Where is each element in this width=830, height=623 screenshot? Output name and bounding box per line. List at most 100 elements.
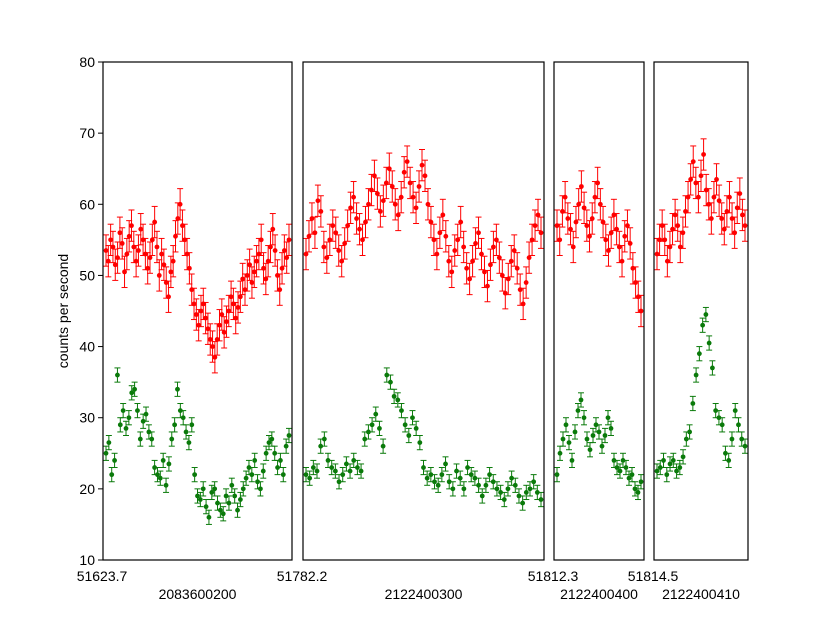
data-point xyxy=(172,422,178,428)
data-point xyxy=(690,159,696,165)
data-point xyxy=(395,212,401,218)
data-point xyxy=(117,230,123,236)
data-point xyxy=(557,450,563,456)
data-point xyxy=(343,461,349,467)
data-point xyxy=(576,201,582,207)
data-point xyxy=(157,475,163,481)
y-tick-label: 60 xyxy=(79,196,95,212)
data-point xyxy=(115,255,120,261)
data-point xyxy=(688,176,694,182)
data-point xyxy=(283,443,289,449)
data-point xyxy=(306,233,312,239)
data-point xyxy=(443,461,448,467)
data-point xyxy=(455,237,461,243)
data-point xyxy=(226,500,232,506)
data-point xyxy=(421,465,426,470)
data-point xyxy=(183,429,189,435)
obs-id-label: 2122400300 xyxy=(385,586,463,602)
data-point xyxy=(286,433,292,438)
data-point xyxy=(432,479,437,485)
data-point xyxy=(599,443,605,449)
data-point xyxy=(742,223,748,229)
data-point xyxy=(380,443,386,449)
data-point xyxy=(627,241,633,246)
data-point xyxy=(249,280,255,285)
data-point xyxy=(186,265,192,271)
data-point xyxy=(123,425,129,431)
data-point xyxy=(498,490,504,495)
data-point xyxy=(626,475,632,481)
data-point xyxy=(729,436,735,442)
data-point xyxy=(252,458,258,463)
data-point xyxy=(483,482,489,488)
data-point xyxy=(161,262,167,268)
data-point xyxy=(690,401,696,406)
data-point xyxy=(454,468,459,474)
data-point xyxy=(723,450,728,456)
data-point xyxy=(698,173,704,179)
data-point xyxy=(573,219,579,225)
data-point xyxy=(132,386,137,392)
data-point xyxy=(380,198,386,204)
data-point xyxy=(600,219,606,225)
data-point xyxy=(736,422,741,428)
data-point xyxy=(268,244,273,250)
data-point xyxy=(465,465,470,470)
data-point xyxy=(532,223,538,229)
data-point xyxy=(373,411,379,417)
data-point xyxy=(384,372,390,378)
data-point xyxy=(505,486,511,492)
data-point xyxy=(166,461,172,467)
data-point xyxy=(680,230,686,236)
data-point xyxy=(719,216,725,221)
data-point xyxy=(605,415,611,421)
data-point xyxy=(661,458,666,463)
panel-frame xyxy=(102,61,293,561)
data-point xyxy=(635,490,641,495)
data-point xyxy=(314,468,320,474)
data-point xyxy=(737,191,743,197)
data-point xyxy=(638,479,644,485)
data-point xyxy=(419,162,425,168)
data-point xyxy=(366,429,371,435)
data-point xyxy=(739,436,745,442)
data-point xyxy=(670,458,676,463)
data-point xyxy=(711,194,717,200)
data-point xyxy=(569,458,575,463)
y-axis-title: counts per second xyxy=(55,254,71,368)
data-point xyxy=(565,216,571,221)
data-point xyxy=(138,226,144,232)
data-point xyxy=(572,429,578,435)
data-point xyxy=(280,472,286,478)
data-point xyxy=(377,425,382,431)
data-point xyxy=(173,233,178,239)
data-point xyxy=(468,472,474,478)
data-point xyxy=(369,422,375,428)
data-point xyxy=(110,244,116,250)
data-point xyxy=(721,226,727,232)
data-point xyxy=(638,308,644,314)
data-point xyxy=(147,255,153,261)
data-point xyxy=(472,475,478,481)
data-point xyxy=(347,468,353,474)
data-point xyxy=(501,497,507,502)
data-point xyxy=(270,226,276,232)
data-point xyxy=(619,258,625,264)
data-point xyxy=(470,258,475,264)
data-point xyxy=(625,223,630,229)
data-point xyxy=(357,226,362,232)
data-point xyxy=(629,472,635,478)
data-point xyxy=(520,500,526,506)
data-point xyxy=(233,315,239,321)
data-point xyxy=(203,315,209,321)
data-point xyxy=(169,436,175,442)
data-point xyxy=(716,198,722,204)
data-point xyxy=(514,265,520,271)
data-point xyxy=(168,269,174,275)
data-point xyxy=(509,475,515,481)
data-point xyxy=(209,490,215,495)
data-point xyxy=(560,436,566,442)
data-point xyxy=(217,507,223,513)
data-point xyxy=(221,329,227,335)
data-point xyxy=(177,201,183,207)
